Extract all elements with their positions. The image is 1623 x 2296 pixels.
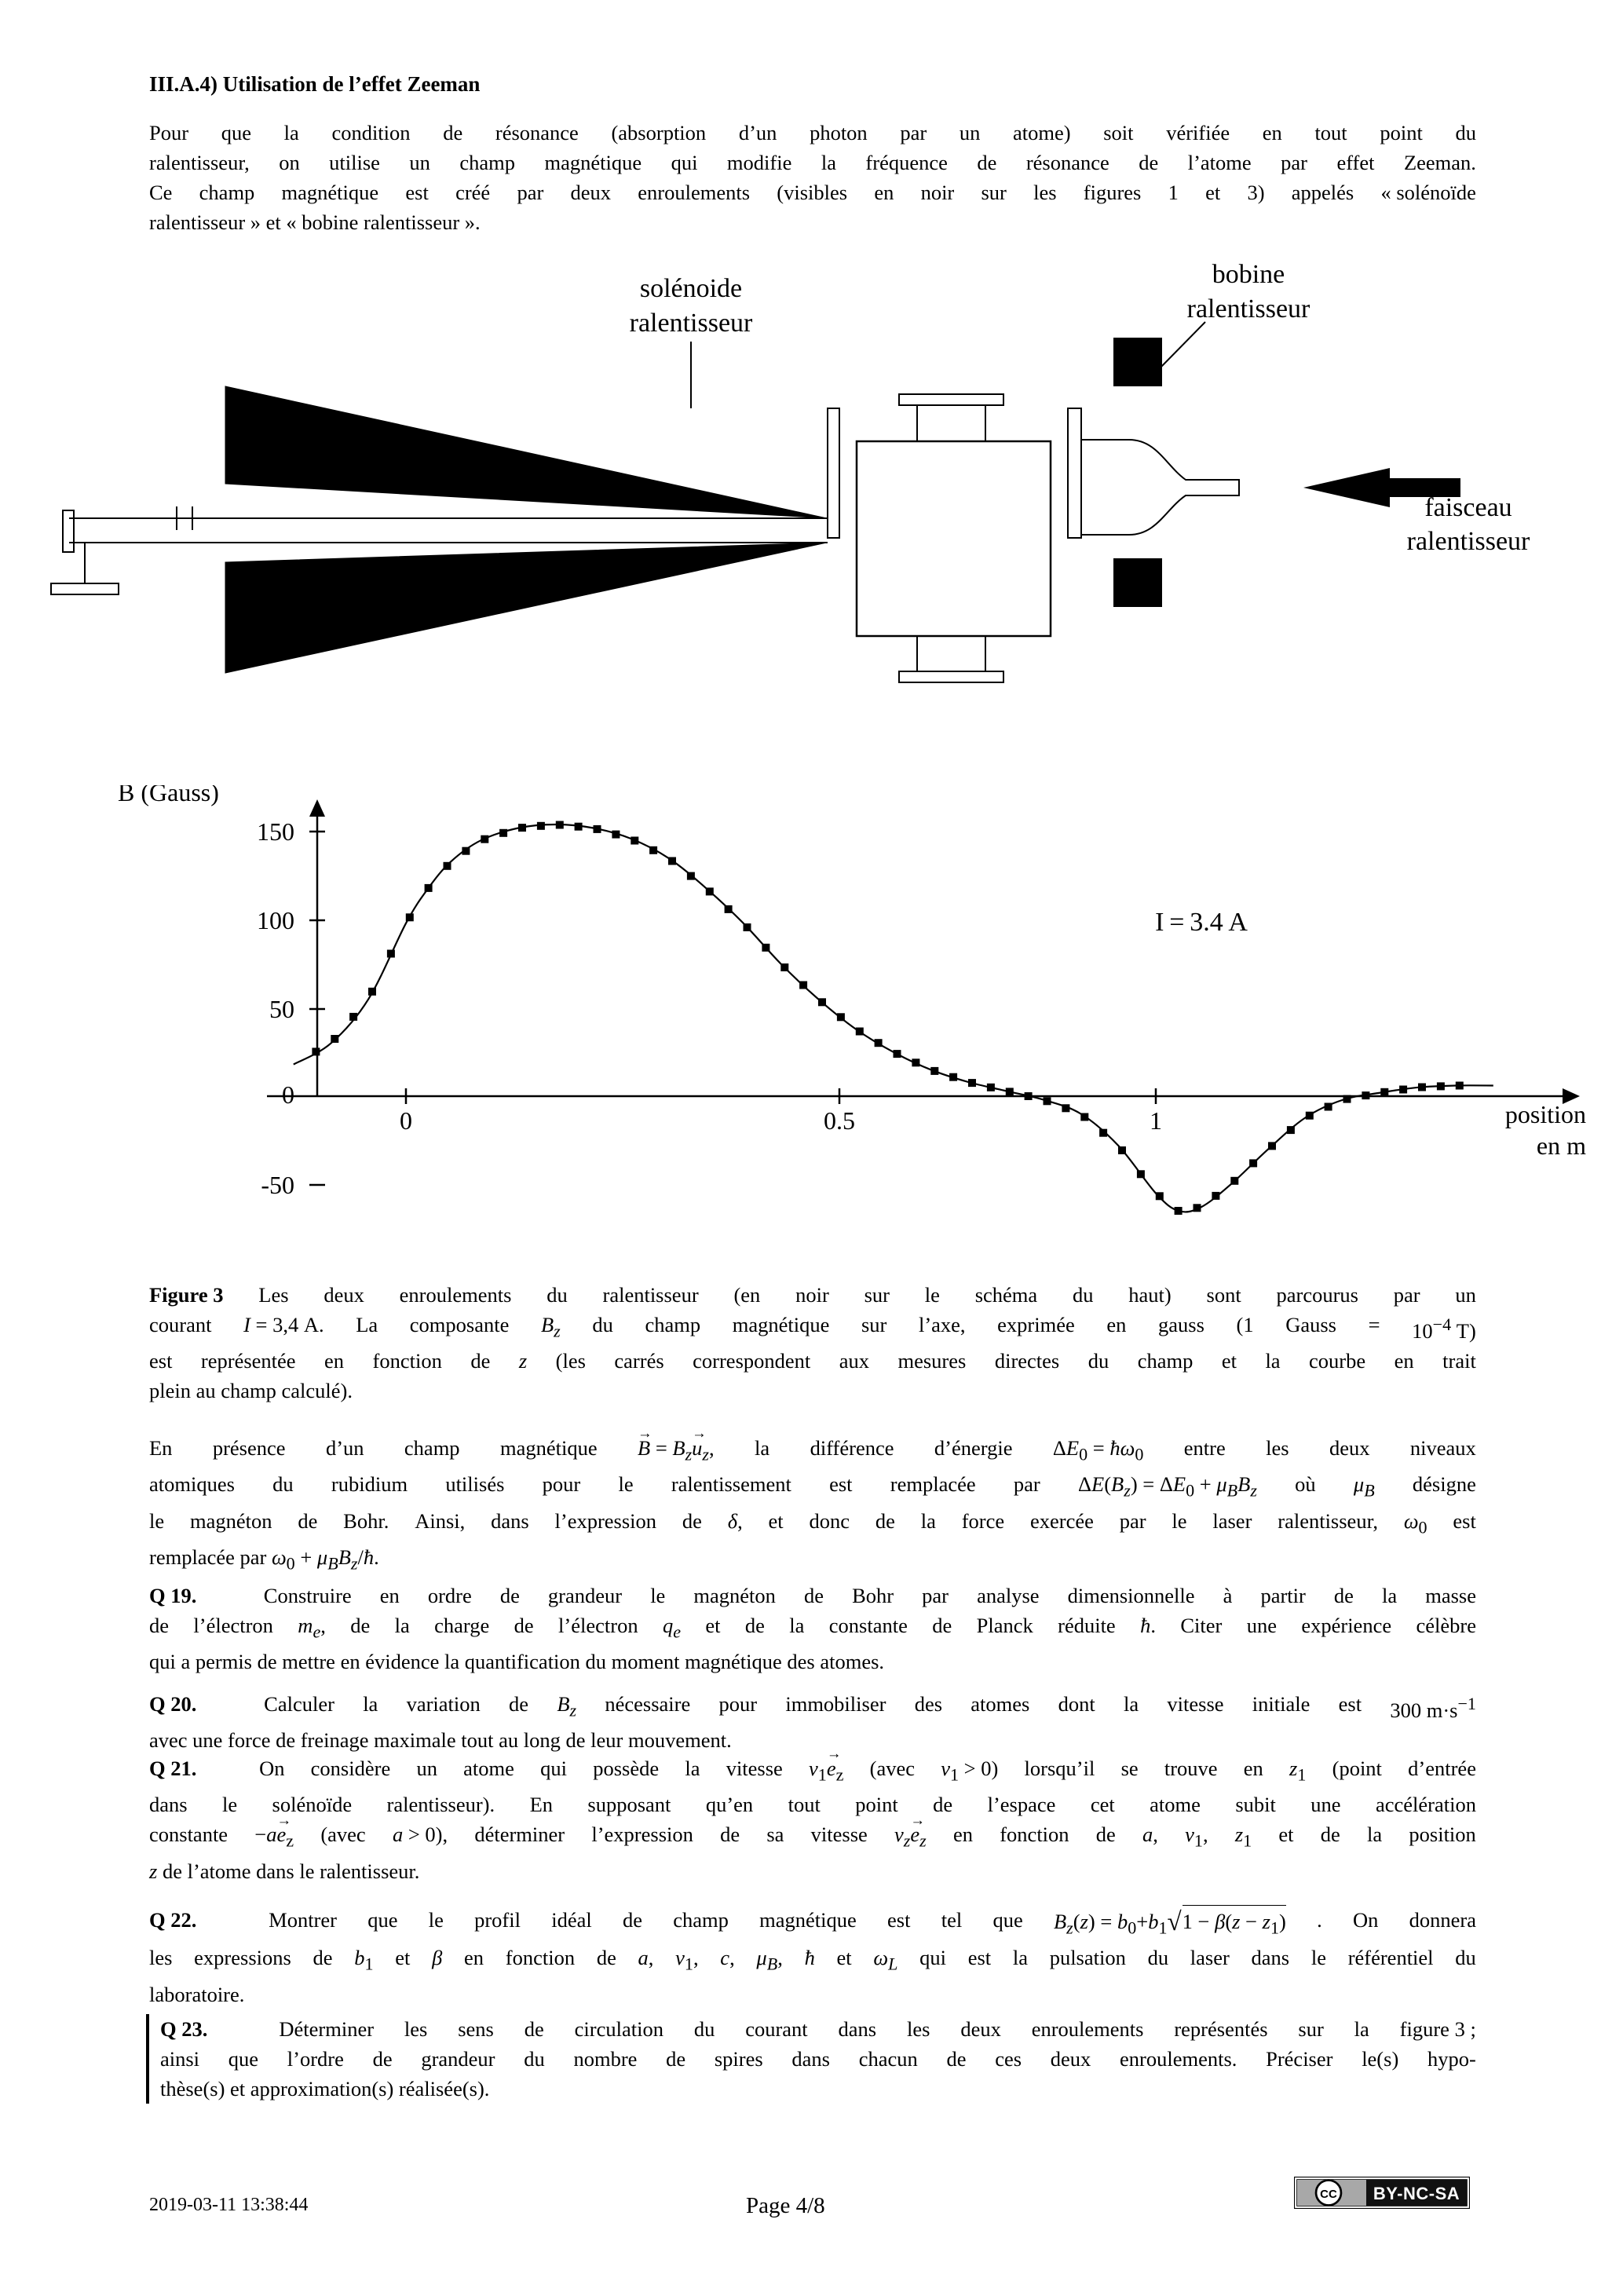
svg-text:1: 1 bbox=[1150, 1106, 1162, 1135]
svg-text:ralentisseur: ralentisseur bbox=[1187, 294, 1310, 324]
svg-text:150: 150 bbox=[257, 817, 294, 846]
svg-text:0: 0 bbox=[400, 1106, 412, 1135]
svg-text:-50: -50 bbox=[261, 1171, 294, 1199]
svg-text:ralentisseur: ralentisseur bbox=[1407, 527, 1530, 556]
svg-text:ralentisseur: ralentisseur bbox=[630, 309, 753, 338]
svg-text:solénoide: solénoide bbox=[640, 274, 742, 303]
svg-text:50: 50 bbox=[269, 995, 294, 1023]
svg-text:en m: en m bbox=[1537, 1132, 1586, 1160]
svg-text:faisceau: faisceau bbox=[1424, 493, 1512, 522]
svg-text:position: position bbox=[1505, 1100, 1586, 1128]
svg-text:bobine: bobine bbox=[1212, 260, 1285, 289]
svg-text:0: 0 bbox=[282, 1080, 294, 1109]
svg-text:I = 3.4 A: I = 3.4 A bbox=[1155, 908, 1248, 937]
svg-text:B (Gauss): B (Gauss) bbox=[118, 785, 219, 806]
svg-text:BY-NC-SA: BY-NC-SA bbox=[1373, 2184, 1460, 2203]
svg-text:0.5: 0.5 bbox=[824, 1106, 855, 1135]
svg-text:100: 100 bbox=[257, 906, 294, 934]
svg-text:CC: CC bbox=[1320, 2188, 1337, 2201]
